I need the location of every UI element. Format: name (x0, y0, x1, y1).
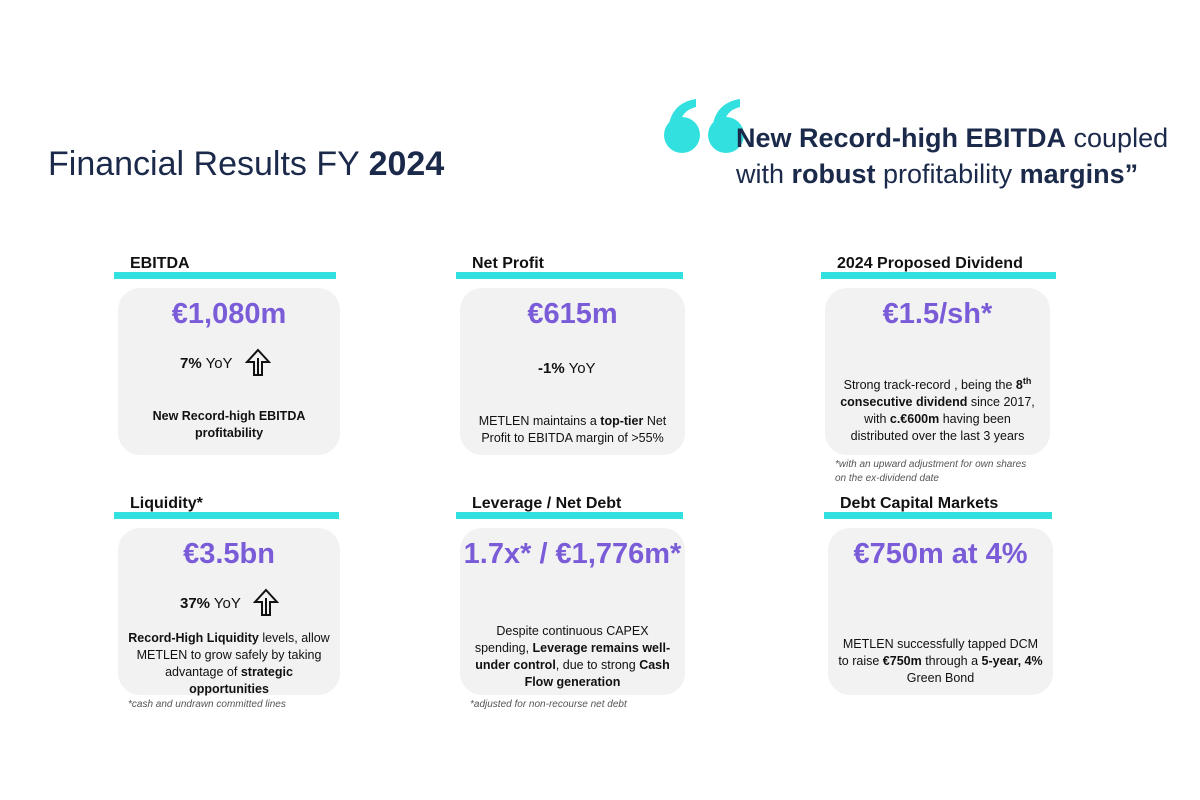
text-run: coupled (1066, 123, 1169, 153)
text-run: consecutive dividend (840, 395, 968, 410)
text-run: YoY (564, 360, 596, 377)
card-value: 1.7x* / €1,776m* (463, 538, 682, 570)
card-value: €1.5/sh* (882, 298, 993, 330)
card: €1.5/sh* Strong track-record , being the … (825, 288, 1050, 455)
text-run: 8 (1015, 378, 1023, 393)
text-run: Record-High Liquidity (128, 631, 259, 645)
card-heading: Liquidity* (130, 495, 203, 512)
card: €750m at 4% METLEN successfully tapped DC… (828, 528, 1053, 695)
description: Strong track-record , being the 8th cons… (835, 373, 1040, 445)
text-run: th (1022, 376, 1032, 386)
quote-mark (664, 99, 744, 153)
text-run: -1% (538, 360, 565, 377)
text-run: through a (921, 654, 982, 668)
text-run: margins” (1019, 159, 1139, 189)
text-run: 5-year, 4% (981, 654, 1043, 668)
description: METLEN maintains a top-tier Net Profit t… (470, 413, 675, 447)
footnote: *adjusted for non-recourse net debt (470, 699, 627, 710)
description: New Record-high EBITDA profitability (128, 408, 330, 442)
text-run: robust (791, 159, 876, 189)
description: Record-High Liquidity levels, allow METL… (128, 630, 330, 698)
yoy: 7% YoY (180, 348, 271, 380)
card-value: €3.5bn (183, 538, 275, 570)
card-heading: 2024 Proposed Dividend (837, 255, 1023, 272)
text-run: 7% (180, 354, 202, 372)
card-heading: Net Profit (472, 255, 544, 272)
up-arrow-icon (252, 588, 280, 620)
text-run: New Record-high EBITDA (736, 123, 1067, 153)
text-run: Cash Flow generation (524, 658, 670, 689)
card-value: €750m at 4% (853, 538, 1028, 570)
text-run: profitability (875, 159, 1020, 189)
card-value: €615m (527, 298, 618, 330)
text-run: since 2017, with (864, 395, 1035, 427)
heading-underline (456, 272, 683, 279)
card: €3.5bn 37% YoY Record-High Liquidity level… (118, 528, 340, 698)
slide-title: Financial Results FY 2024 (48, 145, 444, 184)
text-run: METLEN successfully tapped DCM to raise (838, 637, 1039, 668)
text-run: METLEN maintains a (478, 414, 601, 428)
footnote: *cash and undrawn committed lines (128, 699, 286, 710)
yoy: 37% YoY (180, 588, 280, 620)
description: Despite continuous CAPEX spending, Lever… (470, 623, 675, 691)
quote: New Record-high EBITDA coupled with robus… (736, 120, 1168, 192)
text-run: New Record-high EBITDA profitability (152, 409, 306, 440)
text-run: YoY (210, 594, 241, 612)
text-run: c.€600m (889, 412, 940, 427)
card-heading: Leverage / Net Debt (472, 495, 622, 512)
text-run: €750m (882, 654, 922, 668)
text-run: having been distributed over the last 3 … (850, 412, 1025, 444)
text-run: 2024 (368, 145, 445, 183)
text-run: Leverage remains well-under control (475, 641, 671, 672)
quote-line: with robust profitability margins” (736, 156, 1168, 192)
up-arrow-icon (244, 348, 271, 380)
text-run: , due to strong (555, 658, 640, 672)
text-run: levels, allow METLEN to grow safely by t… (136, 631, 330, 679)
text-run: Net Profit to EBITDA margin of >55% (481, 414, 667, 445)
heading-underline (824, 512, 1052, 519)
heading-underline (456, 512, 683, 519)
yoy: -1% YoY (538, 360, 596, 377)
text-run: 37% (180, 594, 211, 612)
text-run: Despite continuous CAPEX spending, (474, 624, 649, 655)
text-run: top-tier (600, 414, 644, 428)
card: €615m -1% YoY METLEN maintains a top-tier … (460, 288, 685, 455)
text-run: YoY (201, 354, 233, 372)
description: METLEN successfully tapped DCM to raise … (838, 636, 1043, 687)
text-run: Strong track-record , being the (843, 378, 1016, 393)
card-value: €1,080m (171, 298, 287, 330)
card: €1,080m 7% YoY New Record-high EBITDA prof… (118, 288, 340, 455)
heading-underline (114, 272, 336, 279)
card-heading: EBITDA (130, 255, 190, 272)
text-run: with (736, 159, 792, 189)
heading-underline (114, 512, 339, 519)
text-run: Green Bond (906, 671, 975, 685)
text-run: strategic opportunities (189, 665, 293, 696)
quote-line: New Record-high EBITDA coupled (736, 120, 1168, 156)
heading-underline (821, 272, 1056, 279)
footnote: *with an upward adjustment for own share… (835, 459, 1027, 484)
card-heading: Debt Capital Markets (840, 495, 999, 512)
text-run: Financial Results FY (48, 145, 369, 183)
card: 1.7x* / €1,776m* Despite continuous CAPEX… (460, 528, 685, 695)
